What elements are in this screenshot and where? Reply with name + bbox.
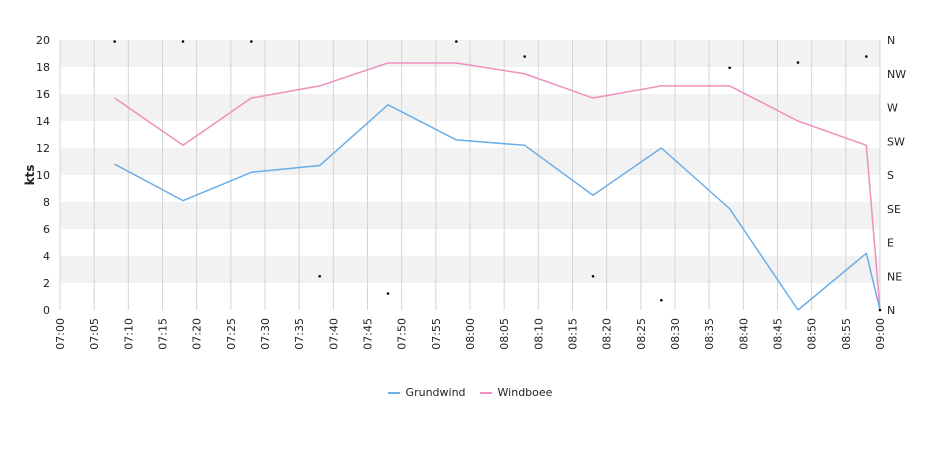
y-axis-ticks: 0 2 4 6 8 10 12 14 16 18 20 — [36, 34, 50, 317]
x-tick-label: 07:15 — [157, 318, 170, 350]
direction-point — [250, 40, 253, 43]
y-tick-label: 20 — [36, 34, 50, 47]
direction-point — [591, 274, 595, 278]
x-tick-label: 08:45 — [772, 318, 785, 350]
legend-swatch — [387, 391, 400, 394]
direction-point — [865, 55, 868, 58]
x-tick-label: 07:50 — [396, 318, 409, 350]
x-axis-ticks: 07:00 07:05 07:10 07:15 07:20 07:25 07:30 07:35… — [54, 318, 887, 350]
x-tick-label: 07:20 — [191, 318, 204, 350]
x-tick-label: 08:50 — [806, 318, 819, 350]
legend-label: Grundwind — [405, 386, 466, 399]
direction-tick-label: NE — [887, 270, 902, 283]
legend: Grundwind Windboee — [0, 386, 940, 399]
y-tick-label: 10 — [36, 169, 50, 182]
y-tick-label: 18 — [36, 61, 50, 74]
x-tick-label: 08:05 — [498, 318, 511, 350]
direction-point — [796, 61, 800, 64]
direction-tick-label: S — [887, 169, 894, 182]
legend-item-grundwind[interactable]: Grundwind — [387, 386, 466, 399]
direction-tick-label: N — [887, 304, 895, 317]
y-tick-label: 16 — [36, 88, 50, 101]
x-tick-label: 08:10 — [532, 318, 545, 350]
x-tick-label: 07:45 — [362, 318, 375, 350]
x-tick-label: 07:55 — [430, 318, 443, 350]
legend-swatch — [479, 391, 492, 394]
x-tick-label: 07:40 — [327, 318, 340, 350]
series-line-grundwind — [114, 104, 881, 311]
direction-tick-label: N — [887, 34, 895, 47]
y-axis-title: kts — [23, 165, 37, 186]
series-line-windboee — [114, 62, 881, 311]
x-tick-label: 07:35 — [293, 318, 306, 350]
y-tick-label: 6 — [43, 223, 50, 236]
x-tick-label: 07:30 — [259, 318, 272, 350]
direction-tick-label: SE — [887, 203, 901, 216]
direction-tick-label: W — [887, 102, 898, 115]
direction-tick-label: SW — [887, 135, 905, 148]
x-tick-label: 07:05 — [88, 318, 101, 350]
direction-point — [728, 66, 731, 70]
direction-point — [113, 40, 116, 43]
y-tick-label: 12 — [36, 142, 50, 155]
x-tick-label: 08:25 — [635, 318, 648, 350]
x-tick-label: 08:35 — [703, 318, 716, 350]
x-tick-label: 08:00 — [464, 318, 477, 350]
x-tick-label: 08:20 — [601, 318, 614, 350]
direction-tick-label: E — [887, 237, 894, 250]
direction-point — [455, 40, 458, 43]
legend-label: Windboee — [497, 386, 553, 399]
x-tick-label: 08:40 — [737, 318, 750, 350]
y-tick-label: 0 — [43, 304, 50, 317]
x-tick-label: 08:15 — [567, 318, 580, 350]
direction-tick-label: NW — [887, 68, 906, 81]
direction-point — [386, 292, 390, 295]
y-tick-label: 8 — [43, 196, 50, 209]
direction-axis-ticks: N NE E SE S SW W NW N — [887, 34, 906, 317]
x-tick-label: 09:00 — [874, 318, 887, 350]
x-tick-label: 07:00 — [54, 318, 67, 350]
direction-point — [318, 274, 321, 278]
legend-item-windboee[interactable]: Windboee — [479, 386, 553, 399]
y-tick-label: 4 — [43, 250, 50, 263]
x-tick-label: 08:30 — [669, 318, 682, 350]
series-lines — [114, 62, 881, 311]
direction-point — [523, 55, 526, 58]
direction-point — [878, 308, 882, 312]
direction-point — [181, 40, 185, 43]
y-tick-label: 14 — [36, 115, 50, 128]
direction-points — [113, 40, 882, 312]
x-tick-label: 07:25 — [225, 318, 238, 350]
direction-point — [660, 298, 663, 302]
y-tick-label: 2 — [43, 277, 50, 290]
x-tick-label: 07:10 — [122, 318, 135, 350]
x-tick-label: 08:55 — [840, 318, 853, 350]
vertical-gridlines — [59, 40, 881, 310]
